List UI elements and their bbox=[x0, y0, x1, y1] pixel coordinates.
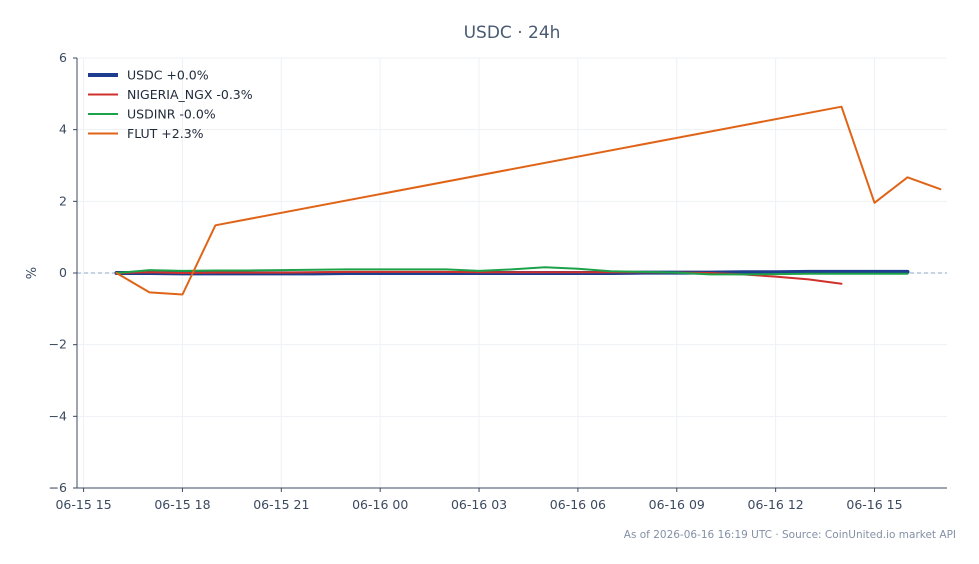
x-tick-label: 06-15 21 bbox=[253, 497, 309, 512]
x-tick-label: 06-16 09 bbox=[649, 497, 705, 512]
x-tick-label: 06-16 00 bbox=[352, 497, 408, 512]
x-tick-label: 06-15 15 bbox=[55, 497, 111, 512]
footer-source: As of 2026-06-16 16:19 UTC · Source: Coi… bbox=[624, 529, 956, 541]
x-tick-label: 06-15 18 bbox=[154, 497, 210, 512]
y-tick-label: −6 bbox=[49, 480, 67, 495]
series-line bbox=[115, 105, 942, 296]
legend: USDC +0.0% NIGERIA_NGX -0.3% USDINR -0.0% F… bbox=[88, 68, 253, 141]
legend-label: FLUT +2.3% bbox=[127, 126, 204, 141]
y-tick-label: 4 bbox=[59, 122, 67, 137]
y-tick-label: 6 bbox=[59, 50, 67, 65]
x-tick-label: 06-16 06 bbox=[550, 497, 606, 512]
x-tick-label: 06-16 15 bbox=[846, 497, 902, 512]
chart-title: USDC · 24h bbox=[464, 23, 561, 43]
x-tick-label: 06-16 03 bbox=[451, 497, 507, 512]
series-line bbox=[115, 266, 909, 276]
y-axis-label: % bbox=[25, 267, 40, 279]
x-tick-label: 06-16 12 bbox=[748, 497, 804, 512]
series-layer bbox=[114, 105, 942, 296]
legend-label: NIGERIA_NGX -0.3% bbox=[127, 87, 253, 102]
y-tick-label: −4 bbox=[49, 408, 67, 423]
y-tick-label: 0 bbox=[59, 265, 67, 280]
axes: −6 −4 −2 0 2 4 6 06-15 15 06-15 18 06-15 21 06-16 … bbox=[49, 50, 947, 512]
y-tick-label: 2 bbox=[59, 193, 67, 208]
legend-label: USDINR -0.0% bbox=[127, 107, 216, 122]
y-tick-label: −2 bbox=[49, 337, 67, 352]
legend-label: USDC +0.0% bbox=[127, 68, 209, 83]
